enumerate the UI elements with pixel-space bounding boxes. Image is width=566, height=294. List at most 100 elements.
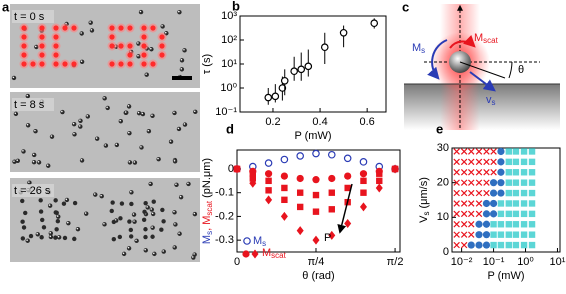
y-tick-label: 10¹	[221, 58, 237, 70]
marker	[271, 92, 280, 101]
panel-letter: c	[402, 0, 409, 14]
particle-highlight	[80, 158, 83, 161]
marker	[489, 189, 498, 197]
marker	[468, 169, 475, 176]
marker	[497, 241, 505, 249]
particle	[78, 124, 83, 129]
particle	[33, 129, 38, 134]
legend-label-main: M	[262, 247, 271, 259]
y-label-sub: s	[205, 231, 214, 235]
particle	[53, 235, 58, 240]
trapped-particle	[53, 61, 59, 67]
particle	[143, 201, 148, 206]
trapped-particle	[141, 34, 147, 40]
particle	[119, 201, 125, 206]
marker	[475, 179, 483, 186]
marker	[460, 179, 468, 186]
marker	[512, 158, 520, 166]
particle	[88, 20, 93, 25]
particle	[118, 119, 124, 124]
marker	[360, 189, 367, 196]
marker	[251, 249, 259, 259]
particle	[38, 198, 43, 203]
marker	[482, 199, 491, 208]
particle-highlight	[173, 246, 175, 248]
vs-label-sub: s	[492, 98, 496, 107]
marker	[505, 179, 513, 186]
particle	[132, 160, 138, 165]
marker	[512, 169, 520, 176]
particle	[79, 31, 84, 36]
marker	[490, 231, 497, 238]
particle-highlight	[183, 48, 185, 51]
particle	[174, 182, 179, 188]
particle-highlight	[37, 160, 40, 163]
marker	[489, 210, 498, 218]
particle-highlight	[161, 24, 163, 27]
marker	[512, 189, 520, 197]
particle-highlight	[14, 112, 17, 115]
marker	[528, 210, 536, 218]
trapped-particle	[39, 34, 45, 40]
particle	[72, 200, 78, 206]
marker	[512, 221, 520, 228]
marker	[482, 220, 491, 228]
particle	[127, 130, 132, 136]
marker	[467, 241, 475, 249]
time-label: t = 26 s	[14, 185, 51, 197]
particle-highlight	[32, 160, 35, 163]
particle-highlight	[133, 220, 135, 222]
marker	[249, 175, 256, 182]
y-tick-label: 10	[437, 211, 449, 223]
radius-line	[459, 61, 506, 79]
particle-highlight	[178, 232, 180, 234]
marker	[520, 158, 528, 166]
marker	[483, 169, 490, 176]
y-tick-label: -0.2	[215, 210, 234, 222]
particle	[124, 110, 129, 115]
particle	[36, 160, 42, 165]
marker	[505, 231, 513, 238]
particle	[159, 227, 164, 232]
marker	[278, 84, 287, 92]
marker	[497, 168, 505, 176]
particle-highlight	[132, 213, 135, 215]
y-axis-label-rest: (μm/s)	[418, 177, 430, 211]
x-tick-label: 0.4	[312, 116, 327, 128]
particle	[56, 214, 61, 219]
marker	[468, 189, 475, 197]
marker	[249, 170, 256, 177]
particle	[64, 197, 70, 203]
particle	[62, 235, 68, 241]
particle-highlight	[84, 212, 87, 214]
y-tick-label: 10³	[221, 10, 237, 22]
p-arrow	[337, 183, 353, 234]
particle-highlight	[151, 212, 154, 215]
particle	[173, 222, 178, 227]
particle	[150, 225, 155, 230]
particle-highlight	[133, 161, 136, 163]
particle	[103, 143, 109, 148]
marker	[280, 172, 288, 180]
particle-highlight	[48, 204, 51, 206]
trapped-particle	[71, 61, 77, 67]
particle	[56, 235, 62, 240]
marker	[453, 158, 460, 166]
trapped-particle	[118, 61, 124, 67]
particle-highlight	[26, 123, 29, 126]
trapped-particle	[39, 43, 45, 49]
marker	[453, 169, 460, 176]
marker	[483, 148, 490, 155]
particle	[182, 48, 187, 53]
marker	[359, 158, 368, 166]
particle-highlight	[76, 227, 79, 230]
legend-label: Ms	[253, 235, 266, 248]
particle	[149, 207, 155, 212]
particle-highlight	[150, 208, 153, 210]
y-label-part: , M	[201, 216, 213, 231]
marker	[512, 241, 520, 249]
marker	[304, 62, 313, 71]
particle	[40, 217, 45, 223]
particle-highlight	[144, 248, 146, 251]
particle-highlight	[103, 96, 105, 99]
